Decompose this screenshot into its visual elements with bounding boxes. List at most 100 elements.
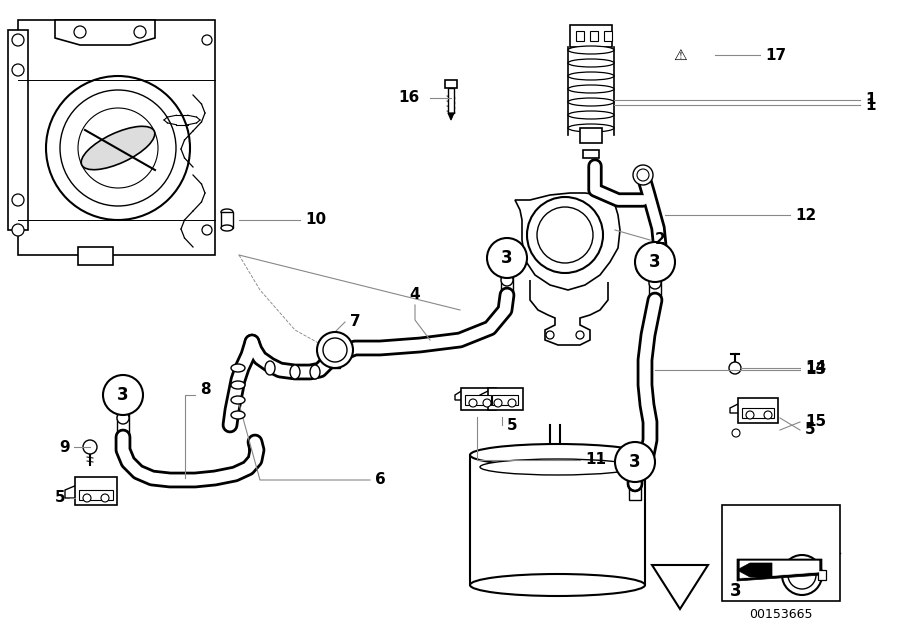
Bar [501, 270, 513, 295]
Ellipse shape [568, 46, 614, 54]
Text: 3: 3 [501, 249, 513, 267]
Polygon shape [515, 193, 620, 290]
Bar [448, 88, 454, 113]
Circle shape [764, 411, 772, 419]
Bar [649, 275, 661, 300]
Text: 3: 3 [629, 453, 641, 471]
Text: 3: 3 [117, 386, 129, 404]
Circle shape [202, 225, 212, 235]
Circle shape [633, 165, 653, 185]
Text: 15: 15 [805, 415, 826, 429]
Circle shape [729, 362, 741, 374]
Circle shape [60, 90, 176, 206]
Text: 2: 2 [655, 233, 666, 247]
Circle shape [12, 34, 24, 46]
Bar [818, 570, 826, 580]
Bar [570, 25, 612, 47]
Bar [742, 408, 774, 418]
Polygon shape [737, 563, 772, 577]
Bar [738, 398, 778, 423]
Ellipse shape [231, 381, 245, 389]
Text: 5: 5 [507, 417, 517, 432]
Bar [8, 30, 28, 230]
Bar [79, 490, 113, 500]
Text: 4: 4 [410, 287, 420, 302]
Ellipse shape [221, 225, 233, 231]
Bar [330, 353, 340, 368]
Text: 13: 13 [805, 363, 826, 378]
Circle shape [527, 197, 603, 273]
Text: 3: 3 [730, 582, 742, 600]
Text: 7: 7 [350, 314, 361, 329]
Ellipse shape [81, 127, 155, 170]
Bar [604, 31, 612, 41]
Circle shape [134, 26, 146, 38]
Polygon shape [448, 113, 454, 120]
Circle shape [117, 412, 129, 424]
Polygon shape [730, 403, 740, 413]
Bar [445, 80, 457, 88]
Text: 3: 3 [649, 253, 661, 271]
Bar [629, 478, 641, 500]
Ellipse shape [480, 459, 635, 475]
Text: 5: 5 [805, 422, 815, 438]
Ellipse shape [231, 411, 245, 419]
Circle shape [629, 478, 641, 490]
Text: ⚠: ⚠ [673, 48, 687, 62]
Circle shape [782, 555, 822, 595]
Polygon shape [740, 561, 819, 578]
Ellipse shape [470, 574, 645, 596]
Circle shape [101, 494, 109, 502]
Text: 5: 5 [54, 490, 65, 506]
Polygon shape [55, 20, 155, 45]
Polygon shape [737, 559, 822, 581]
Circle shape [501, 274, 513, 286]
Bar [461, 388, 496, 410]
Text: 12: 12 [795, 207, 816, 223]
Circle shape [202, 35, 212, 45]
Circle shape [103, 375, 143, 415]
Text: 00153665: 00153665 [749, 609, 813, 621]
Ellipse shape [310, 365, 320, 379]
Text: 16: 16 [399, 90, 420, 106]
Ellipse shape [568, 111, 614, 119]
Circle shape [637, 169, 649, 181]
Bar [580, 128, 602, 143]
Bar [75, 477, 117, 505]
Bar [722, 505, 840, 601]
Ellipse shape [568, 98, 614, 106]
Text: 8: 8 [200, 382, 211, 398]
Circle shape [12, 224, 24, 236]
Ellipse shape [290, 365, 300, 379]
Circle shape [78, 108, 158, 188]
Circle shape [46, 76, 190, 220]
Circle shape [12, 64, 24, 76]
Circle shape [508, 399, 516, 407]
Text: 1: 1 [865, 92, 876, 107]
Circle shape [83, 494, 91, 502]
Ellipse shape [470, 444, 645, 466]
Circle shape [788, 561, 816, 589]
Circle shape [537, 207, 593, 263]
Polygon shape [18, 20, 215, 255]
Bar [488, 388, 523, 410]
Ellipse shape [221, 209, 233, 215]
Circle shape [576, 331, 584, 339]
Circle shape [732, 429, 740, 437]
Ellipse shape [231, 396, 245, 404]
Circle shape [323, 338, 347, 362]
Ellipse shape [568, 124, 614, 132]
Bar [576, 31, 584, 41]
Circle shape [12, 194, 24, 206]
Bar [78, 247, 113, 265]
Bar [590, 31, 598, 41]
Text: 11: 11 [585, 452, 606, 467]
Text: 6: 6 [375, 473, 386, 488]
Polygon shape [480, 390, 490, 400]
Circle shape [469, 399, 477, 407]
Text: 14: 14 [805, 361, 826, 375]
Text: 17: 17 [765, 48, 786, 62]
Circle shape [83, 440, 97, 454]
Ellipse shape [568, 59, 614, 67]
Polygon shape [455, 390, 463, 400]
